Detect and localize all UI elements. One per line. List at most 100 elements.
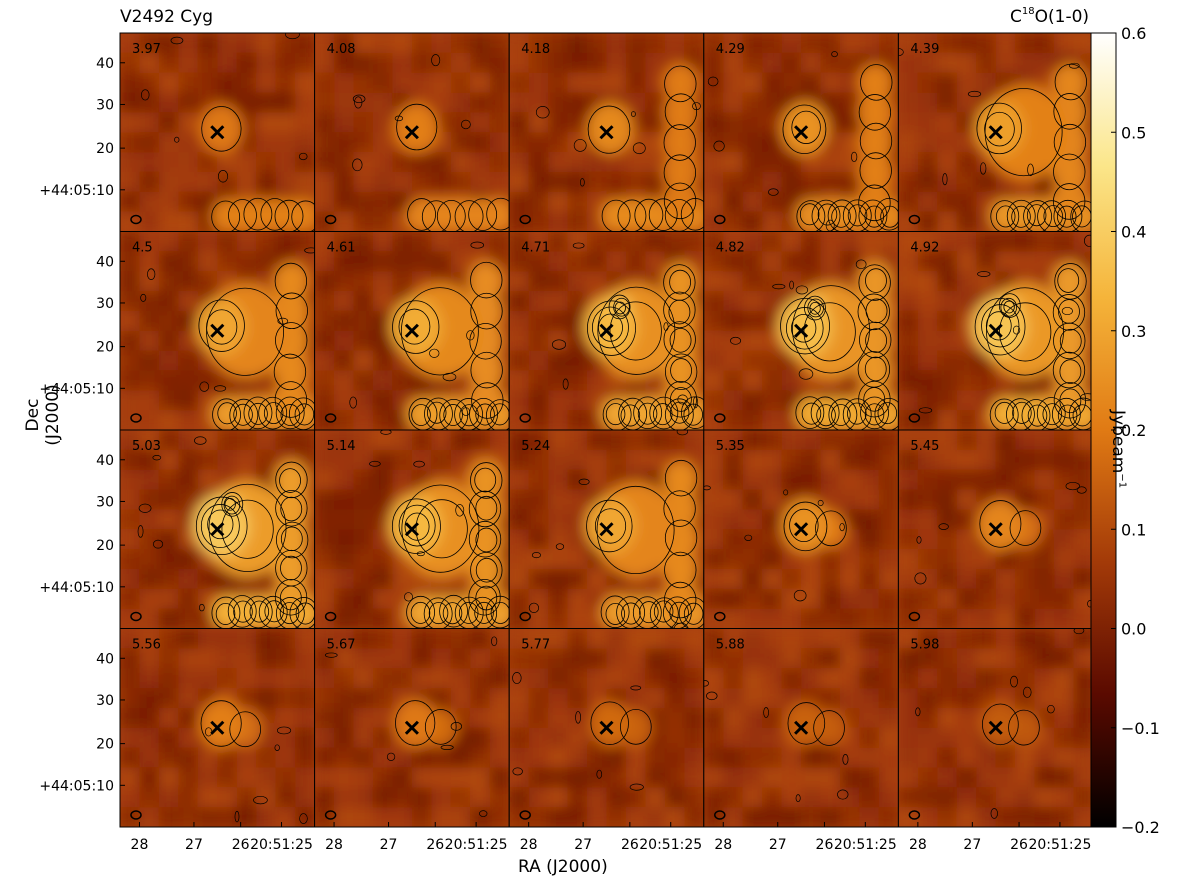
noise-cell bbox=[1034, 747, 1056, 769]
noise-cell bbox=[820, 628, 842, 650]
noise-cell bbox=[353, 211, 374, 232]
noise-cell bbox=[1054, 767, 1075, 789]
noise-cell bbox=[878, 707, 899, 729]
line-name-isotope: 18 bbox=[1021, 6, 1035, 17]
noise-cell bbox=[197, 191, 219, 213]
noise-cell bbox=[742, 350, 764, 372]
noise-cell bbox=[762, 92, 783, 114]
y-tick-label: 20 bbox=[96, 340, 114, 356]
velocity-label: 4.71 bbox=[521, 241, 550, 256]
noise-cell bbox=[723, 231, 744, 253]
noise-cell bbox=[178, 549, 199, 570]
noise-cell bbox=[353, 152, 374, 173]
noise-cell bbox=[840, 767, 861, 789]
noise-cell bbox=[587, 767, 608, 789]
noise-cell bbox=[372, 449, 394, 471]
noise-cell bbox=[450, 430, 472, 451]
noise-cell bbox=[528, 171, 550, 193]
x-marker bbox=[210, 125, 225, 140]
noise-cell bbox=[937, 807, 958, 827]
noise-cell bbox=[489, 688, 510, 709]
noise-cell bbox=[956, 390, 978, 412]
noise-cell bbox=[139, 767, 160, 789]
contour-line bbox=[1059, 388, 1082, 414]
noise-cell bbox=[1015, 648, 1036, 670]
noise-cell bbox=[139, 191, 160, 213]
noise-cell bbox=[236, 628, 258, 650]
contour-line bbox=[789, 508, 819, 542]
noise-cell bbox=[509, 469, 530, 491]
noise-cell bbox=[956, 469, 978, 491]
noise-cell bbox=[334, 747, 355, 769]
noise-cell bbox=[567, 628, 589, 650]
contour-line bbox=[470, 462, 503, 499]
noise-cell bbox=[898, 330, 919, 352]
noise-cell bbox=[139, 330, 160, 352]
x-tick-label: 20:51:25 bbox=[250, 837, 313, 853]
noise-cell bbox=[178, 171, 199, 193]
x-marker bbox=[794, 125, 809, 140]
noise-cell bbox=[120, 191, 141, 213]
noise-cell bbox=[178, 52, 199, 74]
contour-line bbox=[200, 700, 242, 747]
channel-panel: 4.61 bbox=[314, 231, 510, 431]
noise-cell bbox=[937, 529, 958, 551]
noise-cell bbox=[742, 132, 764, 154]
contour-line bbox=[680, 198, 704, 231]
noise-cell bbox=[917, 390, 939, 412]
noise-cell bbox=[470, 628, 491, 650]
noise-cell bbox=[917, 92, 939, 114]
noise-cell bbox=[509, 92, 530, 114]
colorbar-tick-label: 0.6 bbox=[1121, 24, 1146, 43]
noise-cell bbox=[334, 390, 355, 412]
noise-cell bbox=[353, 410, 374, 430]
noise-cell bbox=[353, 747, 374, 769]
noise-cell bbox=[372, 271, 394, 293]
noise-cell bbox=[801, 747, 822, 769]
contour-line bbox=[253, 795, 268, 805]
noise-cell bbox=[742, 251, 764, 273]
noise-cell bbox=[898, 112, 919, 134]
contour-line bbox=[1053, 199, 1083, 232]
x-tick-label: 27 bbox=[574, 837, 592, 853]
noise-cell bbox=[236, 132, 258, 154]
colorbar: 0.60.50.40.30.20.10.0−0.1−0.2 bbox=[1090, 24, 1160, 837]
contour-line bbox=[234, 810, 240, 823]
velocity-label: 5.98 bbox=[910, 638, 939, 653]
x-tick-label: 28 bbox=[714, 837, 732, 853]
noise-cell bbox=[1015, 449, 1036, 471]
noise-cell bbox=[937, 112, 958, 134]
noise-cell bbox=[742, 410, 764, 430]
noise-cell bbox=[859, 489, 880, 511]
x-marker bbox=[599, 720, 614, 735]
x-marker bbox=[988, 522, 1003, 537]
noise-cell bbox=[178, 430, 199, 451]
noise-cell bbox=[898, 807, 919, 827]
noise-cell bbox=[762, 271, 783, 293]
noise-cell bbox=[120, 628, 141, 650]
noise-cell bbox=[820, 608, 842, 629]
noise-cell bbox=[917, 430, 939, 451]
noise-cell bbox=[120, 350, 141, 372]
noise-cell bbox=[392, 171, 413, 193]
noise-cell bbox=[450, 807, 472, 827]
noise-cell bbox=[898, 747, 919, 769]
noise-cell bbox=[781, 787, 803, 809]
noise-cell bbox=[489, 52, 510, 74]
noise-cell bbox=[587, 152, 608, 173]
contour-line bbox=[1053, 322, 1086, 360]
noise-cell bbox=[587, 33, 608, 54]
noise-cell bbox=[353, 191, 374, 213]
noise-cell bbox=[509, 410, 530, 430]
x-tick-label: 27 bbox=[963, 837, 981, 853]
noise-cell bbox=[606, 251, 627, 273]
contour-line bbox=[664, 93, 698, 130]
noise-cell bbox=[392, 72, 413, 94]
noise-cell bbox=[567, 171, 589, 193]
contour-line bbox=[424, 709, 457, 745]
noise-cell bbox=[295, 807, 315, 827]
x-marker bbox=[404, 720, 419, 735]
noise-cell bbox=[898, 688, 919, 709]
noise-cell bbox=[158, 608, 180, 629]
emission-blob bbox=[608, 293, 632, 321]
